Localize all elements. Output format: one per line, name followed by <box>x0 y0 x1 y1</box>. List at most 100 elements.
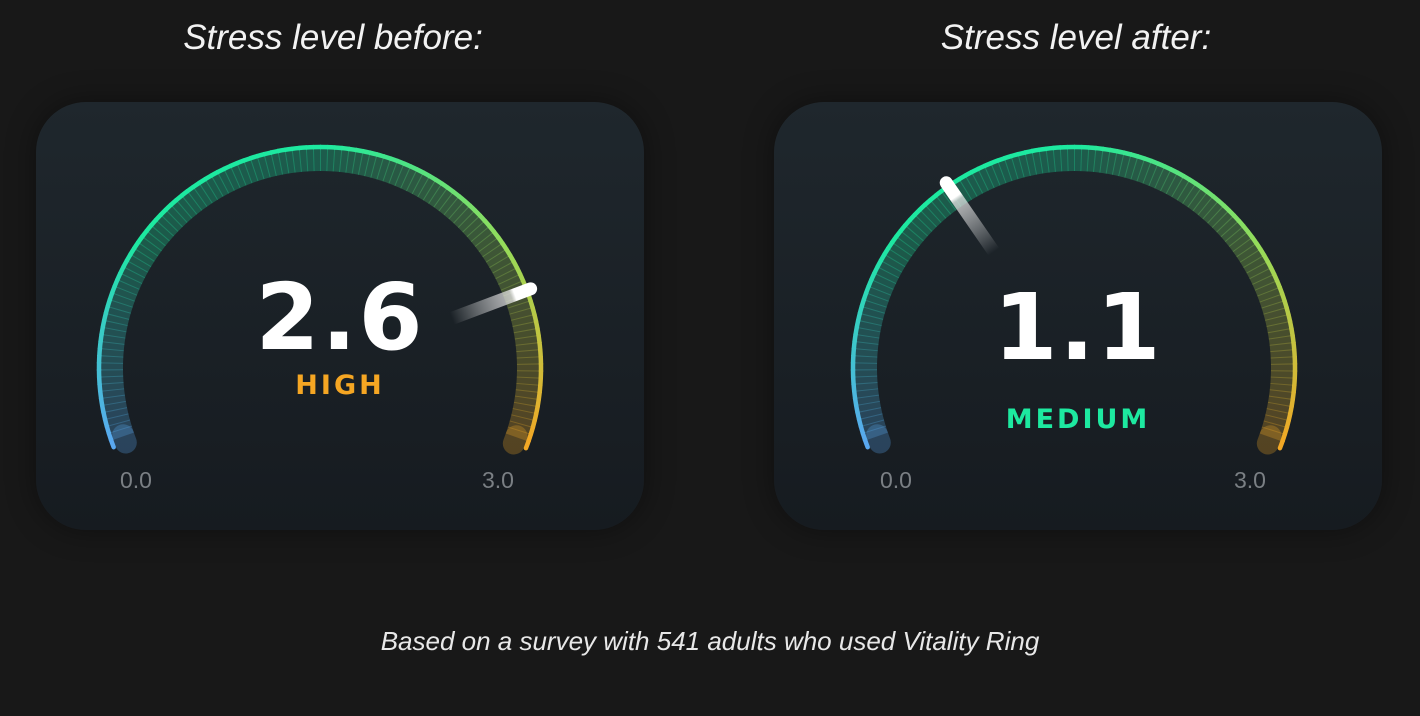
gauge-track-segment <box>1211 211 1233 233</box>
gauge-max-label: 3.0 <box>1234 467 1266 493</box>
gauge-arc-segment <box>369 150 379 157</box>
gauge-track-segment <box>110 425 134 440</box>
gauge-track-segment <box>889 243 913 262</box>
gauge-track-segment <box>345 150 357 174</box>
gauge-track-segment <box>936 192 957 215</box>
gauge-track-segment <box>1004 157 1019 182</box>
gauge-needle <box>939 176 1001 259</box>
gauge-track-segment <box>513 328 537 340</box>
gauge-track-segment <box>1216 216 1238 238</box>
gauge-track-segment <box>1148 165 1165 189</box>
gauge-track-segment <box>860 313 884 327</box>
gauge-track-segment <box>422 181 442 204</box>
gauge-track-segment <box>470 227 493 247</box>
gauge-arc-segment <box>996 155 1006 163</box>
gauge-track-segment <box>1052 149 1063 172</box>
gauge-track-segment <box>102 334 126 345</box>
gauge-track-segment <box>121 267 146 285</box>
gauge-track-segment <box>1093 150 1104 173</box>
gauge-track-segment <box>166 205 188 228</box>
gauge-track-segment <box>855 341 879 352</box>
gauge-track-segment <box>211 173 230 197</box>
gauge-arc-segment <box>102 418 110 428</box>
gauge-track-segment <box>264 154 277 178</box>
gauge-track-segment <box>417 177 436 201</box>
gauge-track-segment <box>108 419 132 434</box>
gauge-track-segment <box>1261 300 1285 315</box>
gauge-track-segment <box>1224 227 1247 247</box>
gauge-track-segment <box>103 394 126 406</box>
gauge-track-segment <box>515 382 539 393</box>
gauge-track-segment <box>498 274 522 291</box>
gauge-track-segment <box>1256 425 1282 455</box>
gauge-track-segment <box>113 286 138 302</box>
gauge-arc-segment <box>334 145 343 151</box>
gauge-arc-segment <box>530 419 537 429</box>
gauge-track-segment <box>107 306 131 320</box>
gauge-card-after: 1.1 MEDIUM 0.0 3.0 <box>774 102 1382 530</box>
gauge-track-segment <box>400 168 417 192</box>
gauge-track-segment <box>991 162 1007 186</box>
gauge-track-segment <box>915 210 937 232</box>
gauge-arc-segment <box>1163 164 1173 172</box>
gauge-track-segment <box>139 237 162 257</box>
gauge-track-segment <box>466 221 489 243</box>
gauge-track-segment <box>171 201 193 223</box>
gauge-track-segment <box>457 211 479 233</box>
gauge-track-segment <box>865 293 889 308</box>
gauge-track-segment <box>1265 314 1289 328</box>
gauge-track-segment <box>873 273 897 290</box>
gauge-track-segment <box>856 334 880 345</box>
gauge-track-segment <box>131 248 155 268</box>
gauge-arc-segment <box>1088 145 1097 151</box>
gauge-arc-segment <box>341 145 350 152</box>
gauge-track-segment <box>1124 156 1138 180</box>
gauge-track-segment <box>103 327 127 339</box>
gauge-track-segment <box>1267 395 1291 407</box>
gauge-track-segment <box>109 299 133 314</box>
gauge-arc-segment <box>1136 154 1146 161</box>
gauge-track-segment <box>870 280 894 296</box>
gauge-track-segment <box>1269 342 1293 353</box>
gauge-track-segment <box>1246 261 1270 280</box>
gauge-arc-segment <box>235 158 245 166</box>
gauge-track-segment <box>443 197 464 220</box>
gauge-value: 2.6 <box>255 264 425 371</box>
gauge-track-segment <box>370 156 384 180</box>
gauge-arc-segment <box>375 152 386 159</box>
gauge-track-segment <box>925 201 947 223</box>
gauge-track-segment <box>1038 150 1050 174</box>
gauge-track-segment <box>1252 274 1276 291</box>
gauge-track-segment <box>270 152 284 177</box>
gauge-arc-segment <box>1143 156 1153 164</box>
gauge-track-segment <box>1236 243 1259 263</box>
gauge-track-segment <box>230 164 247 189</box>
gauge-track-segment <box>997 159 1013 184</box>
gauge-track-segment <box>1249 268 1273 285</box>
gauge-arc-segment <box>382 154 392 161</box>
gauge-track-segment <box>1197 197 1218 220</box>
gauge-track-segment <box>861 306 885 320</box>
gauge-title-after: Stress level after: <box>940 18 1212 57</box>
gauge-arc-segment <box>355 147 365 154</box>
gauge-track-segment <box>507 420 532 435</box>
gauge-track-segment <box>111 293 135 308</box>
gauge-track-segment <box>1018 154 1031 178</box>
gauge-arc-segment <box>1123 150 1133 157</box>
gauge-track-segment <box>511 314 535 328</box>
gauge-track-segment <box>1268 335 1292 346</box>
gauge-track-segment <box>199 180 219 204</box>
gauge-track-segment <box>514 335 538 346</box>
gauge-needle <box>445 282 538 325</box>
gauge-track-segment <box>959 177 978 200</box>
gauge-track-segment <box>485 249 509 268</box>
gauge-track-segment <box>101 381 125 392</box>
gauge-track-segment <box>428 184 447 208</box>
gauge-track-segment <box>1263 414 1287 428</box>
gauge-track-segment <box>1192 193 1213 216</box>
gauge-track-segment <box>855 381 879 392</box>
gauge-track-segment <box>284 150 296 174</box>
gauge-track-segment <box>1118 154 1131 178</box>
gauge-track-segment <box>128 254 152 273</box>
gauge-arc-segment <box>532 412 539 422</box>
